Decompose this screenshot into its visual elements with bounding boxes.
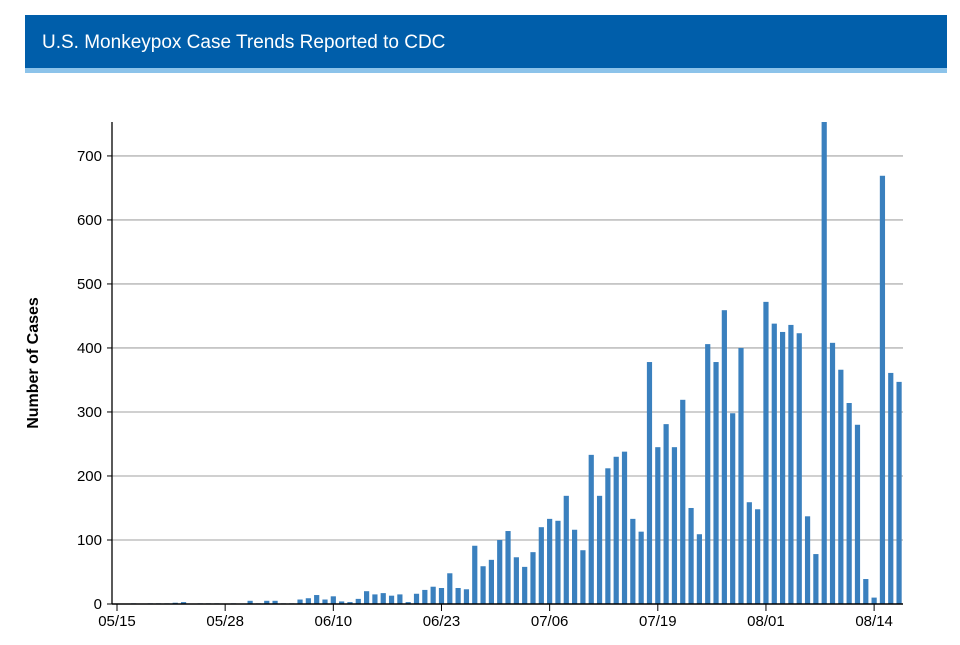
bar-06-03 [272,600,278,604]
bar-08-15 [879,175,886,604]
x-tick-label: 06/10 [315,613,353,630]
bar-08-17 [896,381,902,604]
bar-08-06 [804,516,811,604]
bar-08-14 [871,597,877,604]
bar-06-26 [463,589,470,604]
chart-title: U.S. Monkeypox Case Trends Reported to C… [42,32,446,53]
bar-07-24 [696,534,702,604]
bar-08-13 [863,579,869,604]
chart-header: U.S. Monkeypox Case Trends Reported to C… [25,15,947,68]
bar-07-22 [680,399,686,604]
bar-07-08 [563,495,569,604]
bar-06-23 [438,587,445,604]
x-tick-label: 08/01 [747,613,785,630]
bar-08-04 [788,324,794,604]
y-tick-label: 700 [77,148,102,165]
bar-08-11 [846,403,852,604]
bar-06-17 [388,595,395,604]
bar-06-06 [297,599,303,604]
bar-06-18 [397,594,403,604]
x-tick-label: 05/28 [206,613,244,630]
x-tick-label: 07/06 [531,613,569,630]
bar-08-09 [829,342,836,604]
bar-08-16 [888,372,894,604]
bar-06-19 [405,602,411,604]
x-tick-label: 08/14 [855,613,893,630]
y-axis-label: Number of Cases [25,297,42,429]
bar-07-13 [605,468,611,604]
bar-07-01 [505,531,511,604]
bar-08-02 [771,323,777,604]
bar-07-14 [613,456,619,604]
bar-07-30 [746,502,752,604]
bar-07-20 [663,424,669,604]
bar-06-27 [472,545,478,604]
bar-07-10 [580,550,586,604]
bar-06-14 [364,591,370,604]
bar-07-07 [555,520,561,604]
bar-06-29 [488,559,494,604]
bar-07-09 [572,529,578,604]
bar-06-09 [322,599,328,604]
bar-07-26 [713,362,719,604]
bar-07-05 [538,527,544,604]
bar-08-08 [821,122,827,604]
bar-07-25 [705,344,711,604]
bar-08-07 [813,554,819,604]
bar-08-01 [763,301,769,604]
bar-06-16 [380,593,386,604]
bar-07-31 [755,509,761,604]
bar-07-11 [588,454,594,604]
bar-06-22 [430,586,436,604]
y-tick-label: 100 [77,532,102,549]
x-tick-label: 07/19 [639,613,677,630]
bar-06-20 [413,593,420,604]
y-tick-label: 200 [77,468,102,485]
header-stripe [25,68,947,73]
bar-07-19 [655,447,661,604]
bar-08-12 [854,424,861,604]
bar-08-10 [838,369,844,604]
bar-06-30 [497,539,503,604]
y-tick-label: 300 [77,404,102,421]
bar-07-15 [621,451,628,604]
bar-05-23 [180,602,187,604]
bar-07-18 [646,362,653,604]
bar-05-31 [247,600,253,604]
bar-07-16 [630,518,636,604]
y-tick-label: 600 [77,212,102,229]
bar-07-28 [730,413,736,604]
bar-06-11 [339,601,345,604]
bar-07-03 [522,566,528,604]
bar-08-05 [796,333,802,604]
bar-07-04 [530,552,536,604]
bar-06-08 [314,595,320,604]
bar-06-21 [422,589,428,604]
x-tick-label: 05/15 [98,613,136,630]
y-tick-label: 500 [77,276,102,293]
bar-06-28 [480,566,486,604]
x-tick-label: 06/23 [423,613,461,630]
bar-07-06 [547,518,553,604]
bar-06-13 [355,598,361,604]
bar-07-12 [596,495,603,604]
bar-06-02 [264,600,270,604]
bar-06-07 [305,598,311,604]
bar-07-17 [638,531,644,604]
bar-06-25 [455,587,461,604]
bar-08-03 [780,331,786,604]
bar-07-27 [721,310,727,604]
bar-07-02 [513,557,519,604]
y-tick-label: 400 [77,340,102,357]
y-tick-label: 0 [94,596,102,613]
bar-06-24 [447,573,453,604]
bar-07-23 [688,507,694,604]
bar-07-21 [671,447,678,604]
bar-07-29 [738,347,744,604]
bar-06-12 [347,602,353,604]
bar-06-15 [372,594,378,604]
bar-06-10 [330,596,336,604]
